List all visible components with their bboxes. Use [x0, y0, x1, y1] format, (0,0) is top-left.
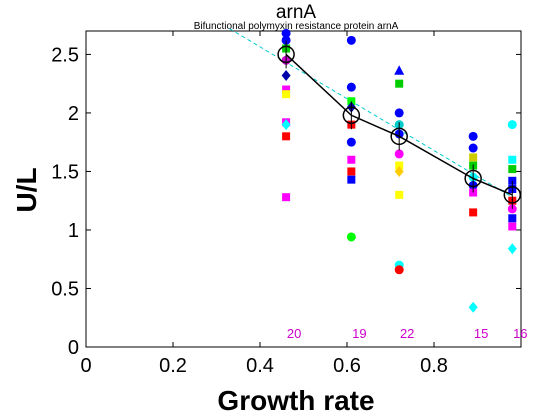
- count-label: 15: [474, 326, 488, 341]
- chart-title: arnA: [276, 2, 316, 23]
- x-tick-label: 0.4: [246, 355, 274, 377]
- data-point: [347, 156, 355, 164]
- count-label: 22: [400, 326, 414, 341]
- data-point: [508, 214, 516, 222]
- y-tick-label: 2.5: [51, 44, 79, 66]
- x-tick-label: 0.6: [333, 355, 361, 377]
- data-point: [282, 90, 290, 98]
- x-tick-label: 0.2: [159, 355, 187, 377]
- data-point: [347, 232, 356, 241]
- data-point: [347, 36, 356, 45]
- x-tick-label: 0.8: [420, 355, 448, 377]
- x-tick-label: 0: [80, 355, 91, 377]
- data-point: [347, 83, 356, 92]
- data-point: [508, 222, 516, 230]
- data-point: [508, 156, 516, 164]
- data-point: [395, 80, 403, 88]
- data-point: [395, 149, 404, 158]
- y-tick-label: 2: [68, 103, 79, 125]
- data-point: [395, 265, 404, 274]
- plot-area: [86, 31, 521, 347]
- y-tick-label: 1: [68, 220, 79, 242]
- y-tick-label: 0: [68, 337, 79, 359]
- data-point: [508, 165, 516, 173]
- data-point: [395, 191, 403, 199]
- chart-subtitle: Bifunctional polymyxin resistance protei…: [194, 21, 399, 32]
- y-tick-label: 1.5: [51, 161, 79, 183]
- data-point: [347, 167, 355, 175]
- data-point: [469, 208, 477, 216]
- data-point: [469, 132, 478, 141]
- y-tick-label: 0.5: [51, 278, 79, 300]
- count-label: 16: [513, 326, 527, 341]
- data-point: [282, 132, 290, 140]
- data-point: [469, 144, 478, 153]
- x-axis-label: Growth rate: [217, 385, 374, 416]
- data-point: [347, 138, 356, 147]
- y-axis-label: U/L: [11, 167, 42, 212]
- data-point: [508, 120, 517, 129]
- data-point: [395, 108, 404, 117]
- data-point: [347, 176, 355, 184]
- data-point: [469, 153, 477, 161]
- data-point: [282, 193, 290, 201]
- count-label: 19: [352, 326, 366, 341]
- count-label: 20: [287, 326, 301, 341]
